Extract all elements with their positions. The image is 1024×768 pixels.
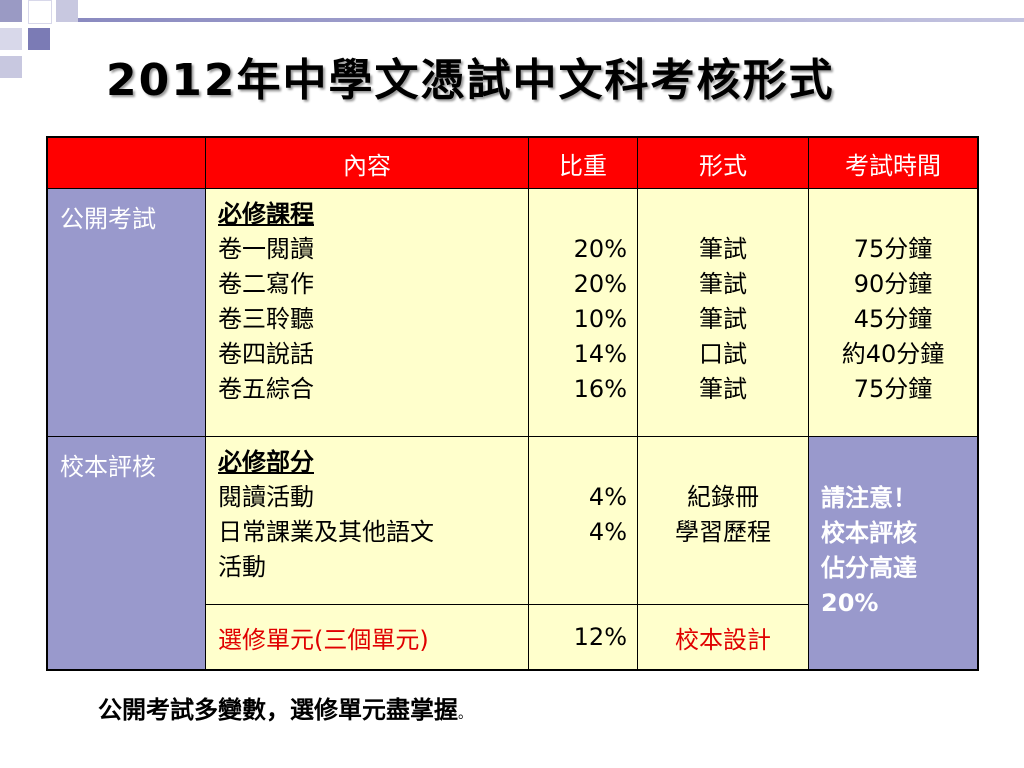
note-line-4: 20% — [821, 589, 879, 617]
school-based-row: 校本評核 必修部分 閱讀活動 日常課業及其他語文 活動 4% 4% 紀錄冊 學習… — [46, 436, 979, 671]
sba-weight-1: 4% — [588, 483, 627, 511]
time-2: 90分鐘 — [853, 270, 933, 298]
weight-4: 14% — [573, 340, 627, 368]
note-line-3: 佔分高達 — [821, 554, 917, 582]
public-exam-label: 公開考試 — [46, 188, 206, 437]
elective-weight: 12% — [528, 604, 638, 671]
sba-note: 請注意！ 校本評核 佔分高達 20% — [808, 436, 979, 671]
footer-note: 公開考試多變數，選修單元盡掌握。 — [98, 690, 472, 725]
sba-item-3: 活動 — [218, 553, 266, 581]
header-content: 內容 — [205, 136, 529, 189]
compulsory-part-heading: 必修部分 — [218, 448, 314, 476]
form-4: 口試 — [699, 340, 747, 368]
decor-square — [0, 28, 22, 50]
sba-weight-2: 4% — [588, 518, 627, 546]
public-exam-weights: 20% 20% 10% 14% 16% — [528, 188, 638, 437]
school-based-content: 必修部分 閱讀活動 日常課業及其他語文 活動 — [205, 436, 529, 605]
decor-square — [56, 0, 78, 22]
weight-1: 20% — [573, 235, 627, 263]
public-exam-content: 必修課程 卷一閱讀 卷二寫作 卷三聆聽 卷四說話 卷五綜合 — [205, 188, 529, 437]
elective-row: 選修單元(三個單元) 12% 校本設計 — [47, 604, 978, 671]
form-3: 筆試 — [699, 305, 747, 333]
weight-2: 20% — [573, 270, 627, 298]
paper-2: 卷二寫作 — [218, 270, 314, 298]
school-based-label: 校本評核 — [46, 436, 206, 671]
paper-1: 卷一閱讀 — [218, 235, 314, 263]
public-exam-times: 75分鐘 90分鐘 45分鐘 約40分鐘 75分鐘 — [808, 188, 979, 437]
note-line-2: 校本評核 — [821, 519, 917, 547]
form-1: 筆試 — [699, 235, 747, 263]
decor-square — [0, 56, 22, 78]
sba-form-1: 紀錄冊 — [687, 483, 759, 511]
elective-content: 選修單元(三個單元) — [205, 604, 529, 671]
title-rule — [78, 18, 1024, 22]
form-2: 筆試 — [699, 270, 747, 298]
sba-item-1: 閱讀活動 — [218, 483, 314, 511]
header-duration: 考試時間 — [808, 136, 979, 189]
decor-square — [28, 28, 50, 50]
header-cell-empty — [46, 136, 206, 189]
assessment-table: 內容 比重 形式 考試時間 公開考試 必修課程 卷一閱讀 卷二寫作 卷三聆聽 卷… — [46, 136, 979, 671]
sba-item-2: 日常課業及其他語文 — [218, 518, 434, 546]
compulsory-heading: 必修課程 — [218, 200, 314, 228]
elective-form: 校本設計 — [637, 604, 809, 671]
paper-5: 卷五綜合 — [218, 375, 314, 403]
header-row: 內容 比重 形式 考試時間 — [46, 136, 979, 189]
footer-dot: 。 — [458, 706, 472, 722]
header-weight: 比重 — [528, 136, 638, 189]
public-exam-forms: 筆試 筆試 筆試 口試 筆試 — [637, 188, 809, 437]
time-3: 45分鐘 — [853, 305, 933, 333]
school-based-forms: 紀錄冊 學習歷程 — [637, 436, 809, 605]
slide-title: 2012年中學文憑試中文科考核形式 — [106, 55, 835, 106]
school-based-weights: 4% 4% — [528, 436, 638, 605]
public-exam-row: 公開考試 必修課程 卷一閱讀 卷二寫作 卷三聆聽 卷四說話 卷五綜合 20% 2… — [46, 188, 979, 437]
decor-square — [28, 0, 52, 24]
paper-3: 卷三聆聽 — [218, 305, 314, 333]
sba-form-2: 學習歷程 — [675, 518, 771, 546]
time-5: 75分鐘 — [853, 375, 933, 403]
header-format: 形式 — [637, 136, 809, 189]
note-line-1: 請注意！ — [821, 484, 917, 512]
time-4: 約40分鐘 — [841, 340, 945, 368]
paper-4: 卷四說話 — [218, 340, 314, 368]
decor-square — [0, 0, 22, 22]
weight-3: 10% — [573, 305, 627, 333]
weight-5: 16% — [573, 375, 627, 403]
footer-text: 公開考試多變數，選修單元盡掌握 — [98, 696, 458, 724]
time-1: 75分鐘 — [853, 235, 933, 263]
form-5: 筆試 — [699, 375, 747, 403]
